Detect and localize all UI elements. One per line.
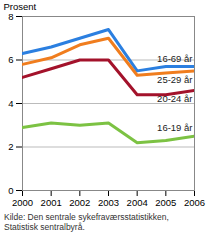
svg-text:4: 4 [8,98,13,109]
svg-text:20-24 år: 20-24 år [157,93,192,104]
svg-text:2001: 2001 [41,197,62,208]
svg-text:16-69 år: 16-69 år [157,53,192,64]
svg-text:25-29 år: 25-29 år [157,74,192,85]
svg-text:0: 0 [8,185,13,196]
svg-text:2005: 2005 [155,197,176,208]
svg-text:2006: 2006 [184,197,205,208]
svg-text:8: 8 [8,10,14,22]
svg-text:16-19 år: 16-19 år [157,122,192,133]
svg-text:2004: 2004 [127,197,148,208]
html-text:Kilde: Den sentrale sykefravær: Kilde: Den sentrale sykefraværsstatistik… [4,212,169,232]
svg-text:Prosent: Prosent [4,1,37,12]
svg-text:2002: 2002 [69,197,90,208]
svg-text:6: 6 [8,54,13,65]
svg-text:2: 2 [8,141,13,152]
svg-text:2003: 2003 [98,197,119,208]
svg-text:2000: 2000 [12,197,33,208]
